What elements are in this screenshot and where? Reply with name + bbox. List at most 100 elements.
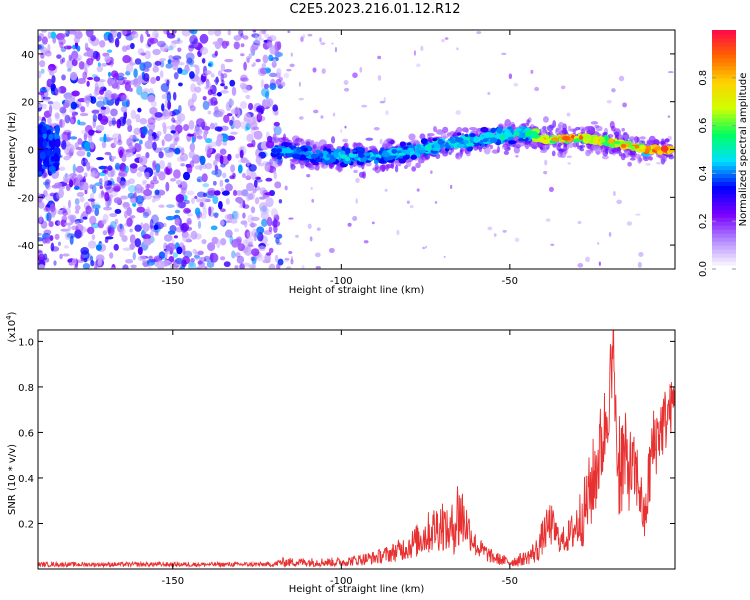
spectrogram-noise-blob xyxy=(295,234,299,238)
spectrogram-noise-blob xyxy=(99,40,106,48)
spectrogram-ridge-blob xyxy=(348,152,354,158)
spectrogram-noise-blob xyxy=(234,210,240,221)
spectrogram-ridge-blob xyxy=(339,154,348,159)
spectrogram-noise-blob xyxy=(251,257,257,265)
spectrogram-halo-blob xyxy=(638,157,643,162)
spectrogram-ridge-blob xyxy=(286,142,292,147)
spectrogram-noise-blob xyxy=(213,190,221,196)
spectrogram-noise-blob xyxy=(210,225,218,231)
spectrogram-noise-blob xyxy=(396,229,400,236)
spectrogram-ridge-blob xyxy=(375,157,380,161)
spectrogram-noise-blob xyxy=(38,256,45,262)
spectrogram-noise-blob xyxy=(98,80,105,90)
spectrogram-noise-blob xyxy=(530,69,534,74)
spectrogram-noise-blob xyxy=(116,31,122,39)
spectrogram-noise-blob xyxy=(235,153,240,159)
spectrogram-noise-blob xyxy=(197,260,203,265)
spectrogram-noise-blob xyxy=(171,61,179,71)
spectrogram-noise-blob xyxy=(64,114,71,124)
spectrogram-noise-blob xyxy=(61,215,68,221)
spectrogram-noise-blob xyxy=(637,261,642,268)
spectrogram-halo-blob xyxy=(551,150,556,157)
spectrogram-noise-blob xyxy=(117,72,125,78)
spectrogram-halo-blob xyxy=(456,126,463,134)
spectrogram-noise-blob xyxy=(168,55,174,60)
snr-series-line xyxy=(38,330,675,569)
spectrogram-noise-blob xyxy=(223,85,228,90)
spectrogram-noise-blob xyxy=(577,263,584,268)
spectrogram-ridge-blob xyxy=(312,161,319,166)
spectrogram-noise-blob xyxy=(74,204,81,211)
spectrogram-noise-blob xyxy=(355,177,360,184)
spectrogram-ridge-blob xyxy=(456,132,462,136)
spectrogram-noise-blob xyxy=(189,34,198,45)
spectrogram-noise-blob xyxy=(67,214,77,221)
spectrogram-noise-blob xyxy=(126,137,133,147)
spectrogram-noise-blob xyxy=(456,47,459,51)
spectrogram-halo-blob xyxy=(365,161,372,167)
spectrogram-ridge-blob xyxy=(481,143,486,147)
spectrogram-noise-blob xyxy=(49,70,55,76)
spectrogram-ridge-blob xyxy=(537,137,545,142)
spectrogram-noise-blob xyxy=(192,248,197,254)
spectrogram-noise-blob xyxy=(186,217,192,225)
spectrogram-noise-blob xyxy=(196,191,206,198)
spectrogram-noise-blob xyxy=(237,164,243,174)
spectrogram-noise-blob xyxy=(50,242,55,252)
spectrogram-noise-blob xyxy=(201,197,209,203)
spectrogram-noise-blob xyxy=(265,197,274,208)
spectrogram-noise-blob xyxy=(59,253,63,260)
spectrogram-noise-blob xyxy=(377,74,382,81)
spectrogram-noise-blob xyxy=(237,243,246,252)
spectrogram-noise-blob xyxy=(87,198,96,202)
spectrogram-noise-blob xyxy=(54,182,63,188)
spectrogram-noise-blob xyxy=(81,129,87,135)
spectrogram-ridge-blob xyxy=(310,153,317,159)
spectrogram-noise-blob xyxy=(273,171,277,180)
spectrogram-noise-blob xyxy=(252,30,257,33)
spectrogram-noise-blob xyxy=(102,230,108,236)
colorbar-segment xyxy=(712,49,736,55)
spectrogram-halo-blob xyxy=(394,165,399,173)
spectrogram-noise-blob xyxy=(118,116,127,127)
spectrogram-noise-blob xyxy=(186,213,193,217)
spectrogram-noise-blob xyxy=(212,212,219,217)
spectrogram-noise-blob xyxy=(211,170,218,176)
spectrogram-noise-blob xyxy=(141,125,148,136)
spectrogram-noise-blob xyxy=(202,183,210,188)
spectrogram-noise-blob xyxy=(240,53,245,57)
spectrogram-ridge-blob xyxy=(391,148,398,154)
spectrogram-noise-blob xyxy=(38,36,42,42)
spectrogram-noise-blob xyxy=(413,50,417,56)
spectrogram-noise-blob xyxy=(38,253,46,263)
spectrogram-ridge-blob xyxy=(446,145,451,149)
spectrogram-noise-blob xyxy=(183,250,193,258)
spectrogram-noise-blob xyxy=(251,116,258,123)
spectrogram-noise-blob xyxy=(150,100,157,108)
spectrogram-noise-blob xyxy=(80,106,86,113)
spectrogram-noise-blob xyxy=(501,52,507,56)
spectrogram-noise-blob xyxy=(139,118,148,125)
spectrogram-noise-blob xyxy=(265,252,272,256)
spectrogram-noise-blob xyxy=(246,57,250,64)
spectrogram-noise-blob xyxy=(163,125,167,135)
colorbar-segment xyxy=(712,101,736,107)
spectrogram-noise-blob xyxy=(129,42,135,50)
spectrogram-noise-blob xyxy=(172,30,177,34)
spectrogram-noise-blob xyxy=(340,129,343,133)
spectrogram-noise-blob xyxy=(117,93,123,98)
spectrogram-ridge-blob xyxy=(521,132,526,139)
spectrogram-halo-blob xyxy=(365,137,374,141)
spectrogram-noise-blob xyxy=(178,82,183,87)
spectrogram-y-axis-label: Frequency (Hz) xyxy=(7,112,18,188)
spectrogram-noise-blob xyxy=(272,125,276,131)
colorbar-segment xyxy=(712,225,736,230)
spectrogram-noise-blob xyxy=(74,229,82,239)
spectrogram-noise-blob xyxy=(119,223,123,230)
spectrogram-noise-blob xyxy=(606,99,612,104)
spectrogram-noise-blob xyxy=(313,109,319,114)
spectrogram-noise-blob xyxy=(47,116,52,125)
colorbar-segment xyxy=(712,197,736,202)
spectrogram-noise-blob xyxy=(179,242,185,249)
spectrogram-noise-blob xyxy=(196,198,203,203)
